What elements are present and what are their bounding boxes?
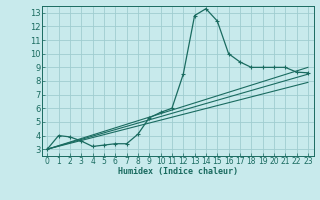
X-axis label: Humidex (Indice chaleur): Humidex (Indice chaleur): [118, 167, 237, 176]
